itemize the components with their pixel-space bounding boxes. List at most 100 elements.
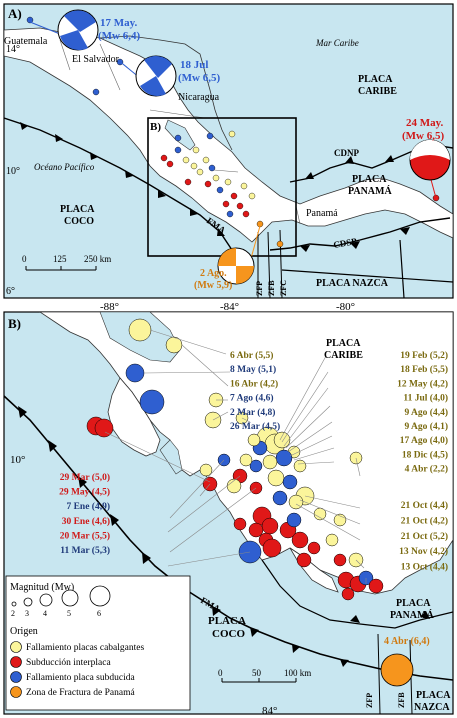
b-lon-84: 84° <box>262 705 277 717</box>
panel-a: A) Guatemala El Salvador Nicaragua Mar C… <box>3 3 454 313</box>
panama-boundary-b <box>261 559 453 629</box>
label-cdsp: CDSP <box>333 236 358 250</box>
scale-b-0: 0 <box>218 668 223 678</box>
b-orange-event: 4 Abr (6,4) <box>384 636 430 647</box>
lat-6: 6° <box>6 286 15 297</box>
legend-size-3: 3 <box>25 609 29 618</box>
b-lat-10: 10° <box>10 454 25 466</box>
event-label: 8 May (5,1) <box>230 364 276 375</box>
event-label: 20 Mar (5,5) <box>60 530 110 541</box>
event-18jul-mag: (Mw 6,5) <box>178 72 220 84</box>
event-label: 18 Dic (4,5) <box>402 449 448 460</box>
event-labels-right: 19 Feb (5,2) 18 Feb (5,5) 12 May (4,2) 11 J… <box>397 350 448 475</box>
trench-mat-b <box>4 395 453 681</box>
event-label: 21 Oct (4,4) <box>401 500 448 511</box>
label-placa-panama-1: PLACA <box>352 174 387 185</box>
label-placa-coco-2: COCO <box>64 216 94 227</box>
event-labels-left: 6 Abr (5,5) 8 May (5,1) 16 Abr (4,2) 7 Ago … <box>230 350 280 432</box>
quake-orange-4abr <box>380 653 414 687</box>
b-placa-panama-1: PLACA <box>396 598 431 609</box>
b-placa-caribe-2: CARIBE <box>324 350 363 361</box>
event-labels-left-bottom: 29 Mar (5,0) 29 May (4,5) 7 Ene (4,9) 30 En… <box>59 472 110 556</box>
event-label: 19 Feb (5,2) <box>400 350 448 361</box>
event-17may-date: 17 May. <box>100 17 138 29</box>
event-labels-right-bottom: 21 Oct (4,4) 21 Oct (4,2) 21 Oct (5,2) 13 N… <box>399 500 448 573</box>
event-label: 16 Abr (4,2) <box>230 378 278 389</box>
scale-a-125: 125 <box>53 254 67 264</box>
label-cdnp: CDNP <box>334 148 359 158</box>
event-label: 11 Mar (5,3) <box>60 545 110 556</box>
costa-rica-land <box>39 312 453 595</box>
legend-size-6: 6 <box>97 609 101 618</box>
event-label: 12 May (4,2) <box>397 378 448 389</box>
legend-swatch <box>10 656 22 668</box>
legend-origin-items: Fallamiento placas cabalgantes Subducción… <box>10 641 144 698</box>
label-placa-nazca: PLACA NAZCA <box>316 278 389 289</box>
legend-swatch <box>10 641 22 653</box>
event-label: 29 Mar (5,0) <box>60 472 110 483</box>
event-label: 13 Nov (4,2) <box>399 546 448 557</box>
scale-bar-a <box>25 266 97 271</box>
lat-14: 14° <box>6 44 20 55</box>
panel-a-label: A) <box>8 6 22 21</box>
legend-item-label: Subducción interplaca <box>26 658 111 668</box>
label-nicaragua: Nicaragua <box>178 92 220 103</box>
b-placa-coco-1: PLACA <box>208 615 246 627</box>
label-el-salvador: El Salvador <box>72 54 120 65</box>
event-label: 7 Ene (4,9) <box>66 501 110 512</box>
cdsp-teeth <box>300 227 410 252</box>
caribbean-coast <box>99 35 233 151</box>
label-zfb: ZFB <box>267 280 276 296</box>
lon-88: -88° <box>100 301 119 313</box>
event-label: 7 Ago (4,6) <box>230 393 274 404</box>
event-label: 29 May (4,5) <box>59 487 110 498</box>
label-placa-panama-2: PANAMÁ <box>348 185 392 197</box>
event-label: 9 Ago (4,4) <box>404 407 448 418</box>
scale-b-50: 50 <box>252 668 262 678</box>
beachball-24may <box>409 139 451 199</box>
b-placa-nazca-2: NAZCA <box>414 702 450 713</box>
cdnp-teeth <box>305 155 394 179</box>
event-label: 6 Abr (5,5) <box>230 350 273 361</box>
leader-lines <box>104 329 367 584</box>
b-zfp: ZFP <box>365 693 374 708</box>
legend: Magnitud (Mw) 2 3 4 5 6 Origen Fallamien… <box>5 575 191 711</box>
trench-teeth <box>20 122 225 236</box>
legend-magnitude-title: Magnitud (Mw) <box>10 582 74 593</box>
event-24may-date: 24 May. <box>406 117 444 129</box>
legend-origin-title: Origen <box>10 626 38 637</box>
legend-item-label: Zona de Fractura de Panamá <box>26 688 135 698</box>
legend-size-2: 2 <box>11 609 15 618</box>
b-placa-nazca-1: PLACA <box>416 690 451 701</box>
label-mar-caribe: Mar Caribe <box>315 38 359 48</box>
scale-a-250: 250 km <box>84 254 111 264</box>
lat-10: 10° <box>6 166 20 177</box>
lon-80: -80° <box>336 301 355 313</box>
event-label: 18 Feb (5,5) <box>400 364 448 375</box>
legend-item-label: Fallamiento placa subducida <box>26 673 135 683</box>
label-panama: Panamá <box>306 208 338 219</box>
event-18jul-date: 18 Jul <box>180 59 208 71</box>
beachball-2ago <box>217 225 261 285</box>
legend-size-5: 5 <box>67 609 71 618</box>
label-zfc: ZFC <box>279 280 288 296</box>
legend-size-circles <box>11 585 111 607</box>
beachball-18jul <box>117 55 177 97</box>
event-label: 21 Oct (4,2) <box>401 515 448 526</box>
event-label: 9 Ago (4,1) <box>404 421 448 432</box>
scale-b-100: 100 km <box>284 668 311 678</box>
label-placa-caribe-1: PLACA <box>358 74 393 85</box>
legend-size-4: 4 <box>43 609 47 618</box>
label-zfp: ZFP <box>255 281 264 296</box>
event-label: 21 Oct (5,2) <box>401 531 448 542</box>
cdsp-fault <box>269 217 451 251</box>
panel-b: B) PLACA CARIBE PLACA COCO PLACA PANAMÁ … <box>3 311 454 717</box>
label-placa-caribe-2: CARIBE <box>358 86 397 97</box>
event-2ago-date: 2 Ago. <box>200 268 227 279</box>
b-placa-caribe-1: PLACA <box>326 338 361 349</box>
legend-swatch <box>10 671 22 683</box>
gulf-nicoya <box>159 439 183 475</box>
event-label: 11 Jul (4,0) <box>403 393 448 404</box>
panama-teeth-b <box>350 611 430 623</box>
